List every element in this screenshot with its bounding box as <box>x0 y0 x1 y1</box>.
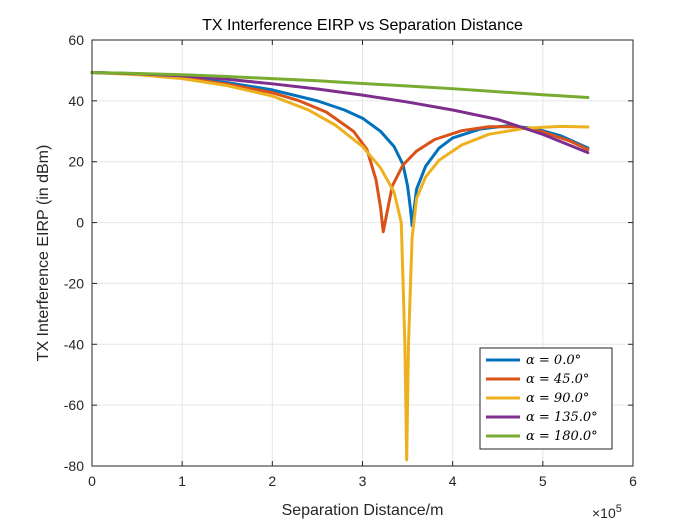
axis-ticks: 0 1 2 3 4 5 6 -80 -60 -40 -20 0 20 40 60 <box>64 32 637 489</box>
legend: α = 0.0° α = 45.0° α = 90.0° α = 135.0° α = … <box>479 347 613 450</box>
y-tick-label: 40 <box>68 93 84 109</box>
y-tick-label: 0 <box>76 215 84 231</box>
x-axis-exponent-base: ×10 <box>592 505 616 521</box>
x-tick-label: 1 <box>178 473 186 489</box>
x-tick-label: 4 <box>449 473 457 489</box>
legend-entry-5: α = 180.0° <box>526 429 598 444</box>
series-line-3 <box>90 71 590 462</box>
series-lines <box>90 71 590 462</box>
x-tick-label: 0 <box>88 473 96 489</box>
x-axis-exponent-power: 5 <box>616 503 622 515</box>
x-tick-label: 3 <box>359 473 367 489</box>
series-line-5 <box>90 71 590 100</box>
y-tick-label: -40 <box>64 336 84 352</box>
x-axis-exponent: ×105 <box>592 503 622 521</box>
x-tick-label: 2 <box>268 473 276 489</box>
x-tick-label: 5 <box>539 473 547 489</box>
legend-entry-3: α = 90.0° <box>526 391 589 406</box>
chart-title: TX Interference EIRP vs Separation Dista… <box>202 17 523 34</box>
y-tick-label: -60 <box>64 397 84 413</box>
y-axis-label: TX Interference EIRP (in dBm) <box>35 145 52 362</box>
legend-entry-1: α = 0.0° <box>526 353 581 368</box>
y-tick-label: -20 <box>64 275 84 291</box>
legend-entry-4: α = 135.0° <box>526 410 598 425</box>
series-line-2 <box>90 71 590 234</box>
x-tick-label: 6 <box>629 473 637 489</box>
y-tick-label: 60 <box>68 32 84 48</box>
x-axis-label: Separation Distance/m <box>282 502 444 519</box>
legend-entry-2: α = 45.0° <box>526 372 589 387</box>
y-tick-label: 20 <box>68 154 84 170</box>
y-tick-label: -80 <box>64 458 84 474</box>
